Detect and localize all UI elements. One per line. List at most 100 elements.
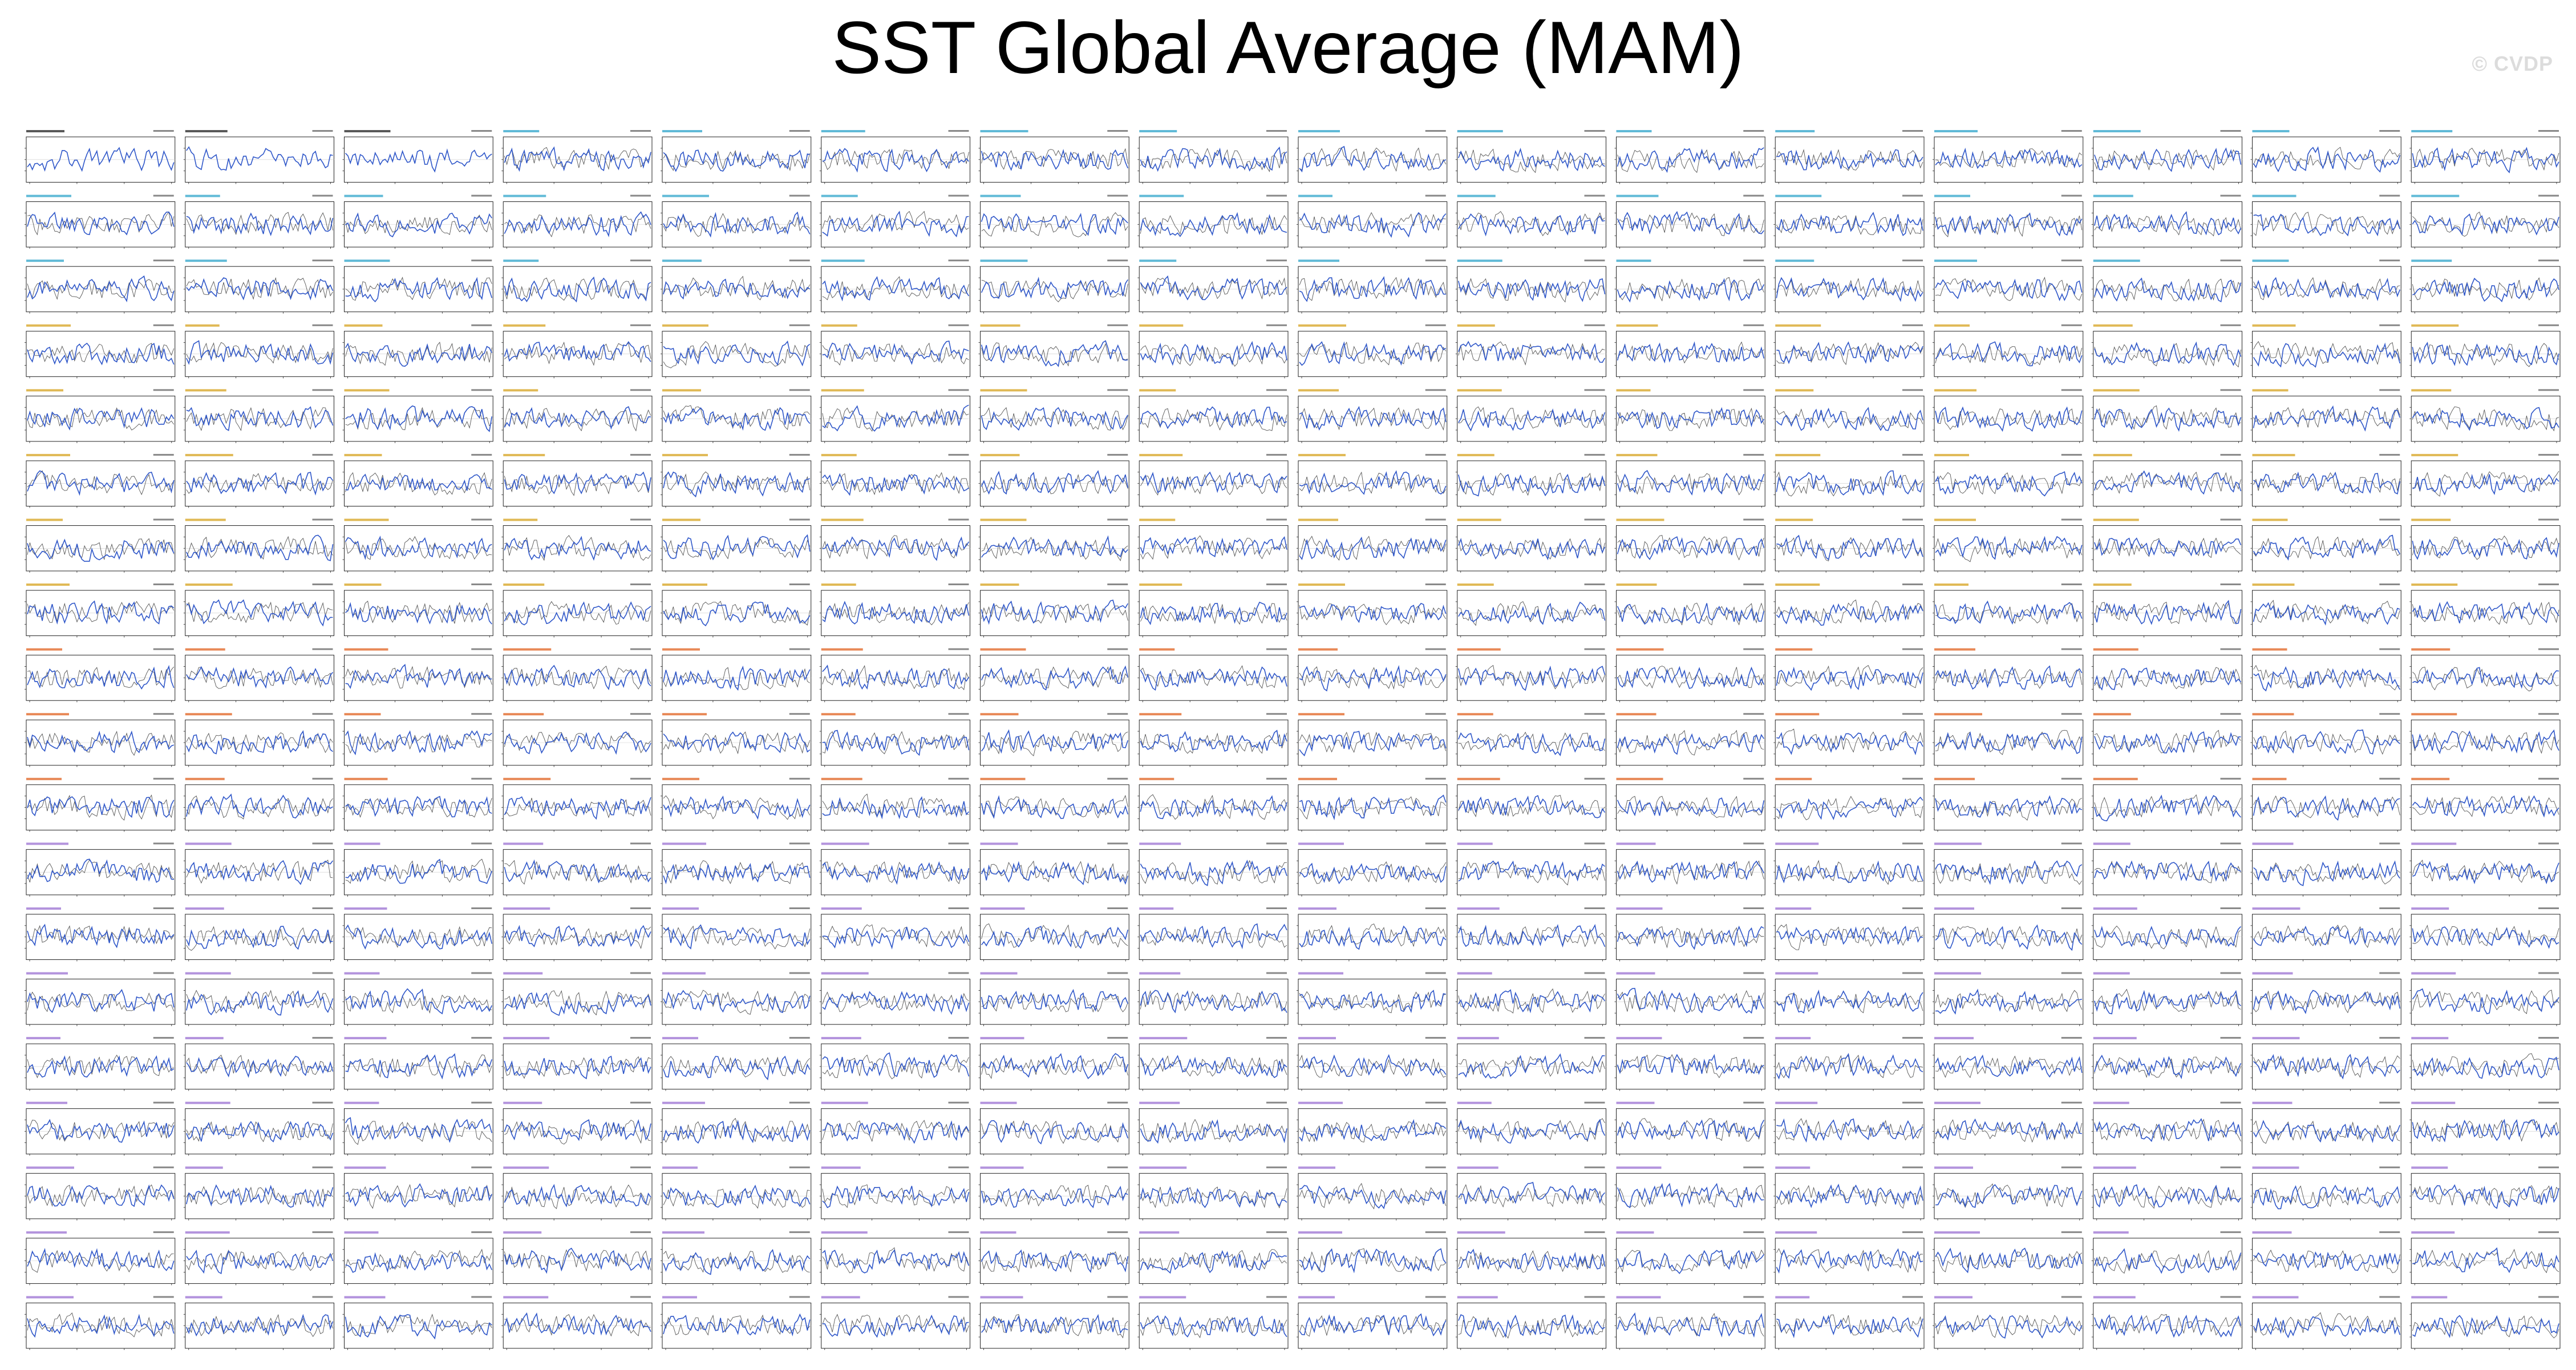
panel-stat-mark [2379,260,2400,262]
obs-series-line [345,926,492,949]
panel-2 [183,130,334,184]
obs-series-line [1935,668,2083,689]
model-series-line [981,535,1128,558]
panel-192 [2409,842,2561,897]
model-series-line [822,1314,969,1338]
model-series-line [186,1314,334,1337]
model-series-line [345,1252,493,1274]
panel-label-mark [1934,1166,1973,1169]
panel-163 [342,777,493,832]
panel-label-mark [26,1166,74,1169]
panel-label-mark [1139,453,1183,456]
panel-166 [819,777,970,832]
panel-stat-mark [1743,972,1764,974]
panel-label-mark [1139,1101,1180,1104]
panel-stat-mark [1743,777,1764,780]
panel-label-mark [2411,1101,2456,1104]
panel-label-mark [2093,1037,2137,1040]
panel-stat-mark [2220,194,2241,197]
model-series-line [345,796,492,818]
panel-stat-mark [1266,777,1287,780]
obs-series-line [186,795,333,820]
panel-label-mark [2411,713,2457,716]
panel-stat-mark [312,1037,333,1039]
obs-series-line [822,472,969,496]
model-series-line [1935,536,2083,560]
model-series-line [1776,990,1923,1014]
model-series-line [1776,603,1923,626]
panel-stat-mark [1902,713,1923,715]
obs-series-line [981,342,1128,367]
panel-stat-mark [1743,453,1764,456]
panel-5 [661,130,812,184]
panel-stat-mark [2061,260,2082,262]
panel-label-mark [980,842,1018,845]
obs-series-line [1776,860,1923,885]
panel-stat-mark [630,777,651,780]
panel-stat-mark [2220,453,2241,456]
model-series-line [1458,1053,1605,1079]
model-series-line [2253,213,2401,237]
panel-295 [978,1296,1129,1350]
panel-label-mark [503,1037,550,1040]
obs-series-line [663,471,811,495]
model-series-line [2412,1184,2559,1209]
model-series-line [2412,601,2559,623]
model-series-line [1617,1312,1765,1338]
panel-223 [2250,972,2401,1027]
model-series-line [1617,407,1764,429]
model-series-line [27,858,174,883]
obs-series-line [2412,1119,2559,1142]
panel-label-mark [503,324,546,327]
obs-series-line [981,148,1128,170]
model-series-line [2094,795,2242,821]
obs-series-line [186,407,333,431]
model-series-line [1140,1055,1287,1079]
panel-stat-mark [1584,1166,1605,1169]
panel-stat-mark [2220,1037,2241,1039]
model-series-line [186,1056,334,1078]
panel-label-mark [2411,583,2458,586]
model-series-line [504,1247,651,1274]
model-series-line [345,602,492,625]
model-series-line [822,664,970,690]
panel-275 [342,1231,493,1286]
panel-stat-mark [1107,1101,1128,1104]
obs-series-line [1617,602,1764,626]
model-series-line [981,861,1129,886]
panel-label-mark [980,907,1025,910]
model-series-line [27,730,175,753]
panel-label-mark [185,842,232,845]
model-series-line [1776,732,1923,756]
panel-label-mark [26,583,70,586]
model-series-line [822,1185,970,1209]
panel-109 [1933,518,2084,573]
panel-99 [342,518,493,573]
panel-stat-mark [630,194,651,197]
model-series-line [663,1184,811,1208]
model-series-line [663,1055,811,1081]
model-series-line [822,536,970,561]
panel-label-mark [1934,583,1969,586]
panel-label-mark [185,777,225,780]
panel-73 [1297,389,1448,443]
panel-155 [1614,713,1765,767]
panel-stat-mark [789,1296,810,1298]
panel-stat-mark [2379,453,2400,456]
panel-stat-mark [630,907,651,909]
obs-series-line [1458,988,1605,1014]
panel-72 [1137,389,1289,443]
model-series-line [663,278,811,300]
panel-stat-mark [630,389,651,391]
obs-series-line [1458,731,1605,752]
panel-61 [1933,324,2084,379]
model-series-line [981,729,1129,754]
panel-label-mark [1139,777,1174,780]
panel-stat-mark [471,648,492,650]
panel-label-mark [1616,777,1663,780]
obs-series-line [1776,1055,1923,1079]
model-series-line [504,1119,651,1141]
model-series-line [504,341,651,362]
obs-series-line [2253,1055,2400,1078]
panel-245 [661,1101,812,1156]
